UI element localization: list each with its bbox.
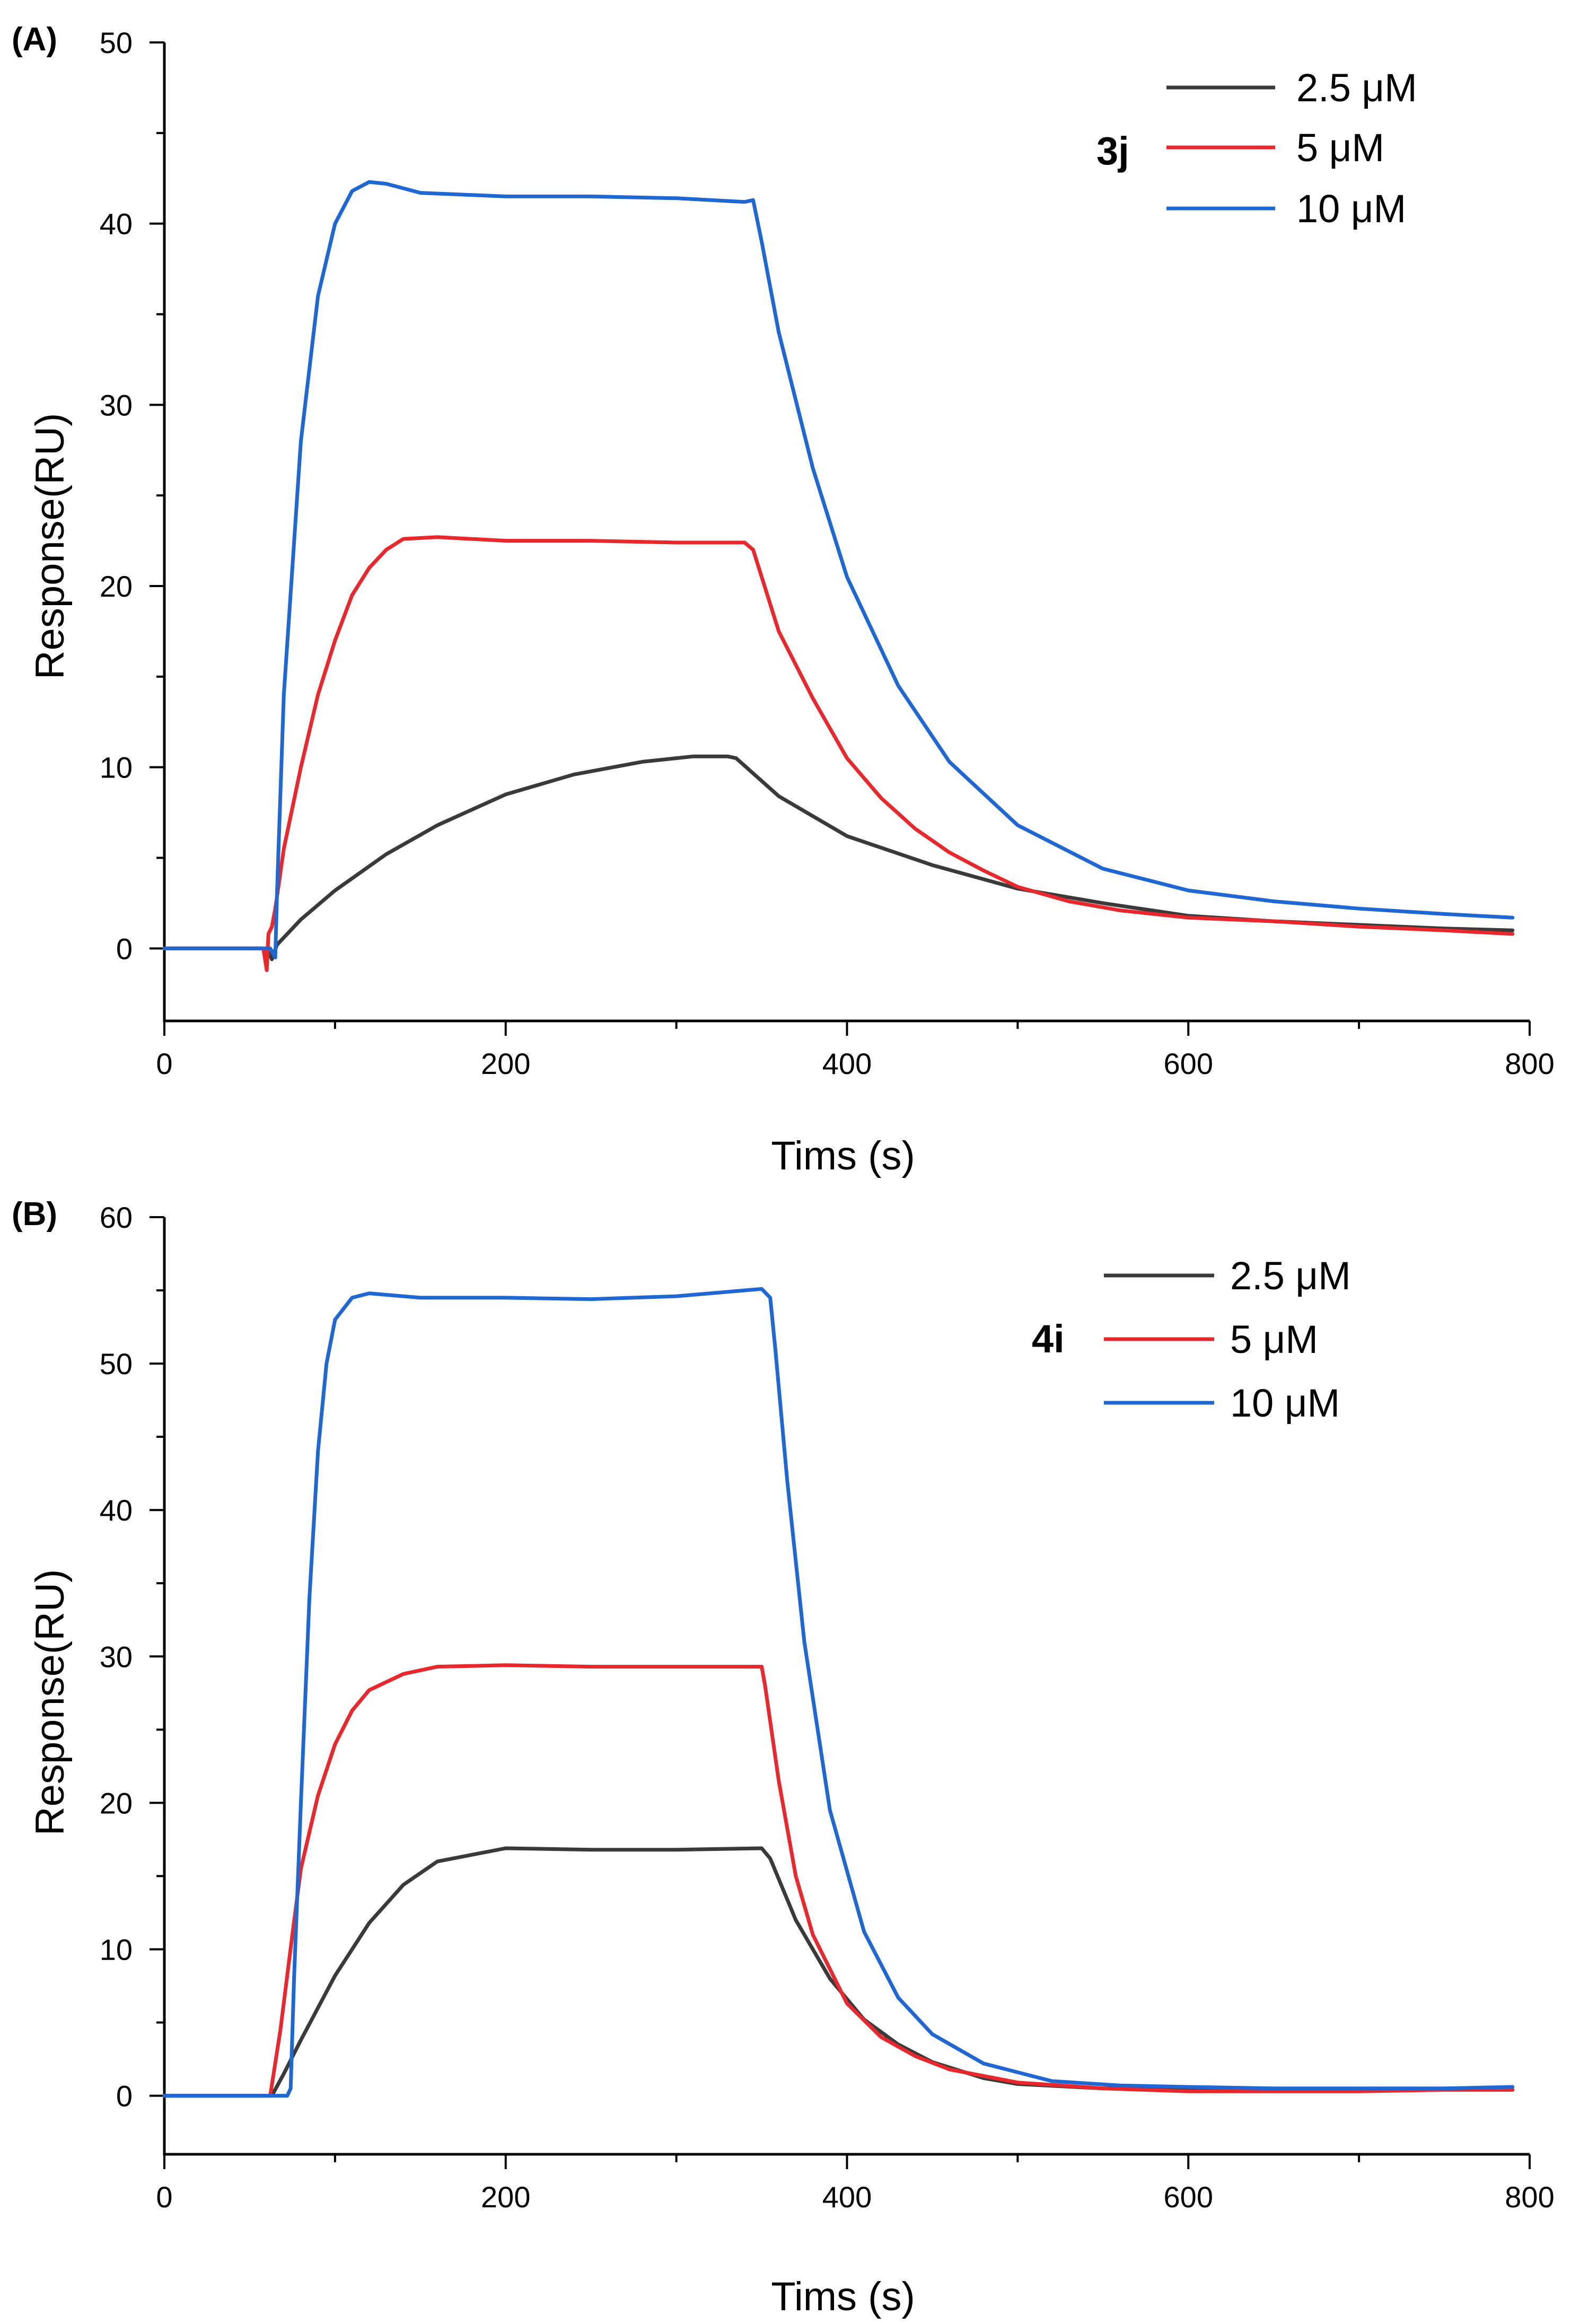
- panel-b-y-tick-label: 20: [100, 1786, 133, 1820]
- panel-b-series-line-1: [162, 1846, 1515, 2098]
- panel-a-y-tick-label: 30: [100, 388, 133, 422]
- panel-b-chart: (B) Tims (s) Response(RU) 4i 0 200 400 600 8…: [12, 1196, 1555, 2319]
- panel-a-series-line-3: [162, 180, 1515, 959]
- panel-a-series-line-1: [162, 754, 1515, 962]
- panel-a-x-tick-label: 200: [481, 1047, 530, 1080]
- panel-b-y-tick-label: 10: [100, 1933, 133, 1966]
- panel-b-legend-group-label: 4i: [1032, 1317, 1065, 1361]
- panel-b-x-axis-label: Tims (s): [771, 2274, 915, 2319]
- panel-b-legend-label-2: 5 μM: [1230, 1317, 1318, 1361]
- panel-a-x-tick-label: 800: [1505, 1047, 1554, 1080]
- panel-b-x-tick-label: 400: [822, 2180, 872, 2214]
- panel-a-y-axis-label: Response(RU): [28, 413, 73, 680]
- panel-a-x-tick-label: 400: [822, 1047, 872, 1080]
- panel-a-legend-label-2: 5 μM: [1296, 126, 1384, 170]
- panel-b-y-tick-label: 40: [100, 1493, 133, 1527]
- panel-b-y-tick-label: 60: [100, 1201, 133, 1234]
- panel-a-label: (A): [12, 21, 57, 58]
- panel-b-y-tick-label: 50: [100, 1347, 133, 1381]
- panel-a-y-tick-label: 40: [100, 207, 133, 241]
- panel-b-y-tick-label: 0: [116, 2080, 133, 2113]
- panel-a-x-axis-label: Tims (s): [771, 1133, 915, 1178]
- panel-a-x-tick-label: 600: [1164, 1047, 1213, 1080]
- panel-a-legend-label-1: 2.5 μM: [1296, 66, 1417, 110]
- panel-b-legend-label-3: 10 μM: [1230, 1381, 1340, 1425]
- panel-b-series-line-2: [162, 1663, 1515, 2098]
- panel-b-y-axis-label: Response(RU): [28, 1569, 73, 1836]
- panel-a-legend-group-label: 3j: [1096, 129, 1129, 173]
- panel-a-y-tick-label: 0: [116, 932, 133, 965]
- panel-b-label: (B): [12, 1196, 57, 1233]
- panel-b-axes: [163, 1217, 1530, 2156]
- panel-b-series-line-3: [162, 1287, 1515, 2098]
- panel-a-x-tick-label: 0: [156, 1047, 172, 1080]
- panel-a-legend-label-3: 10 μM: [1296, 187, 1406, 231]
- panel-a-chart: (A) Tims (s) Response(RU) 3j 0 200 400 600 8…: [12, 21, 1555, 1178]
- panel-a-y-tick-label: 10: [100, 751, 133, 784]
- panel-b-x-tick-label: 800: [1505, 2180, 1554, 2214]
- panel-b-x-tick-label: 200: [481, 2180, 530, 2214]
- panel-b-x-tick-label: 600: [1164, 2180, 1213, 2214]
- panel-b-y-tick-label: 30: [100, 1640, 133, 1673]
- panel-b-legend-label-1: 2.5 μM: [1230, 1254, 1351, 1298]
- panel-a-y-tick-label: 50: [100, 26, 133, 59]
- panel-b-x-tick-label: 0: [156, 2180, 172, 2214]
- panel-a-y-tick-label: 20: [100, 570, 133, 603]
